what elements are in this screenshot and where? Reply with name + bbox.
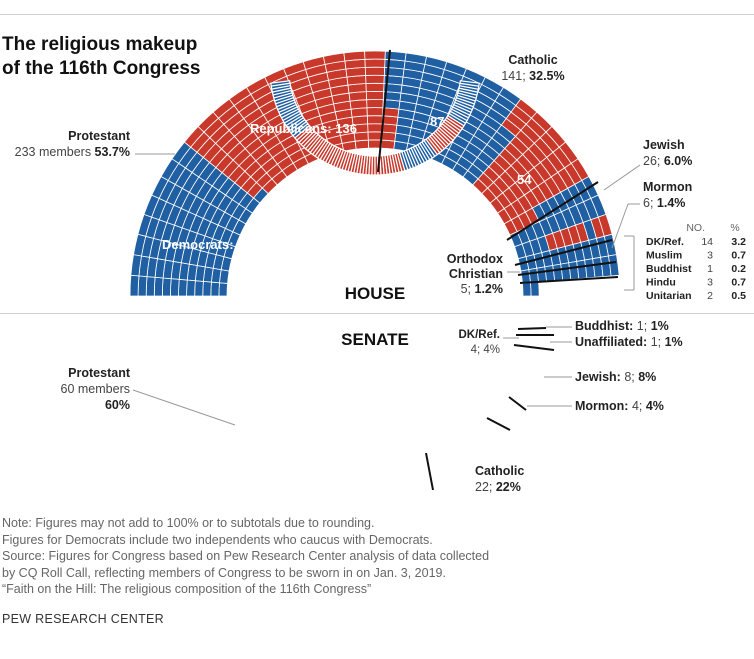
house-waffle bbox=[129, 50, 620, 297]
house-catholic-republicans-label: 54 bbox=[517, 172, 532, 187]
senate-mormon-label: Mormon: 4; 4% bbox=[575, 399, 664, 413]
title-line-1: The religious makeup bbox=[2, 34, 198, 55]
house-mormon-leader bbox=[611, 203, 629, 249]
table-row-pct: 0.7 bbox=[731, 250, 746, 262]
top-rule bbox=[0, 14, 754, 15]
house-seat bbox=[608, 254, 620, 277]
table-row-pct: 0.5 bbox=[731, 290, 746, 302]
house-orthodox-label: Orthodox Christian 5; 1.2% bbox=[447, 252, 503, 296]
table-row-name: Hindu bbox=[646, 277, 676, 289]
house-mormon-orthodox-divider bbox=[517, 261, 617, 276]
senate-chamber-label: SENATE bbox=[341, 330, 409, 349]
house-seat bbox=[366, 99, 384, 109]
table-row-no: 14 bbox=[701, 236, 713, 248]
house-chamber-label: HOUSE bbox=[345, 284, 405, 303]
note-line: Note: Figures may not add to 100% or to … bbox=[2, 516, 375, 530]
chart-notes: Note: Figures may not add to 100% or to … bbox=[2, 515, 702, 598]
house-seat bbox=[194, 280, 204, 297]
house-seat bbox=[381, 131, 397, 142]
table-row-pct: 0.2 bbox=[731, 263, 746, 275]
house-seat bbox=[202, 280, 212, 297]
house-jewish-mormon-divider bbox=[514, 239, 613, 266]
house-jewish-leader bbox=[603, 164, 641, 191]
table-header-no: NO. bbox=[686, 222, 705, 234]
house-seat bbox=[186, 279, 196, 297]
table-row-name: Muslim bbox=[646, 250, 682, 262]
senate-protestant-democrats-label: 20 bbox=[230, 366, 244, 381]
house-seat bbox=[137, 275, 148, 297]
note-line: Figures for Democrats include two indepe… bbox=[2, 532, 433, 547]
senate-protestant-catholic-divider bbox=[425, 452, 434, 491]
chamber-divider bbox=[0, 313, 754, 314]
house-seat bbox=[522, 282, 532, 297]
senate-seat bbox=[459, 80, 480, 87]
senate-protestant-republicans-label: 40 bbox=[319, 458, 333, 473]
senate-catholic-mormon-divider bbox=[486, 417, 511, 431]
note-line: by CQ Roll Call, reflecting members of C… bbox=[2, 565, 446, 580]
house-seat bbox=[381, 123, 398, 134]
house-republicans-protestant-label: Republicans: 136 bbox=[250, 121, 357, 136]
senate-buddhist-label: Buddhist: 1; 1% bbox=[575, 319, 669, 333]
table-row-name: DK/Ref. bbox=[646, 236, 684, 248]
note-line: “Faith on the Hill: The religious compos… bbox=[2, 582, 372, 597]
house-seat bbox=[153, 276, 164, 297]
chart-title: The religious makeup of the 116th Congre… bbox=[2, 33, 242, 81]
senate-protestant-leader bbox=[132, 389, 236, 426]
house-seat bbox=[364, 50, 386, 60]
house-seat bbox=[161, 277, 172, 297]
house-seat bbox=[366, 115, 384, 125]
table-row-pct: 0.7 bbox=[731, 277, 746, 289]
senate-catholic-democrats-label: 12 bbox=[448, 449, 462, 464]
house-seat bbox=[364, 66, 386, 76]
table-row-pct: 3.2 bbox=[731, 236, 746, 248]
senate-dkref-label: DK/Ref. 4; 4% bbox=[458, 329, 500, 356]
senate-catholic-label: Catholic 22; 22% bbox=[475, 464, 524, 494]
house-seat bbox=[343, 50, 366, 62]
house-catholic-jewish-divider bbox=[506, 181, 599, 241]
table-row-name: Buddhist bbox=[646, 263, 692, 275]
house-seat bbox=[365, 82, 385, 93]
house-seat bbox=[210, 281, 220, 297]
house-mormon-label: Mormon 6; 1.4% bbox=[643, 180, 692, 210]
house-seat bbox=[129, 274, 140, 297]
house-jewish-label: Jewish 26; 6.0% bbox=[643, 138, 692, 168]
senate-protestant-label: Protestant 60 members 60% bbox=[61, 366, 131, 412]
senate-jewish-unaffiliated-divider bbox=[513, 344, 555, 351]
senate-jewish-label: Jewish: 8; 8% bbox=[575, 370, 656, 384]
house-seat bbox=[365, 74, 385, 84]
house-seat bbox=[367, 131, 383, 141]
house-seat bbox=[145, 276, 156, 297]
house-catholic-democrats-label: 87 bbox=[430, 114, 444, 129]
brand-label: PEW RESEARCH CENTER bbox=[2, 612, 164, 626]
senate-unaffiliated-label: Unaffiliated: 1; 1% bbox=[575, 335, 683, 349]
house-seat bbox=[178, 278, 188, 297]
table-row-no: 3 bbox=[707, 250, 713, 262]
house-protestant-label: Protestant 233 members 53.7% bbox=[15, 129, 131, 159]
title-line-2: of the 116th Congress bbox=[2, 58, 201, 79]
congress-religion-chart: Democrats: 97 Republicans: 136 87 54 HOUSE Pr… bbox=[15, 49, 746, 494]
table-row-no: 3 bbox=[707, 277, 713, 289]
house-democrats-protestant-label: Democrats: 97 bbox=[162, 237, 252, 252]
house-seat bbox=[366, 107, 384, 117]
note-line: Source: Figures for Congress based on Pe… bbox=[2, 549, 490, 564]
house-seat bbox=[367, 123, 383, 133]
senate-buddhist-dkref-divider bbox=[517, 327, 547, 330]
house-seat bbox=[365, 91, 385, 101]
house-catholic-label: Catholic 141; 32.5% bbox=[501, 53, 564, 83]
house-seat bbox=[170, 278, 180, 297]
house-orthodox-other-divider bbox=[519, 276, 619, 284]
house-seat bbox=[364, 58, 386, 68]
senate-mormon-jewish-divider bbox=[508, 396, 527, 411]
house-protestant-catholic-divider bbox=[377, 49, 391, 173]
table-row-no: 1 bbox=[707, 263, 713, 275]
house-seat bbox=[380, 139, 396, 150]
senate-waffle bbox=[270, 80, 480, 176]
table-header-pct: % bbox=[730, 222, 739, 234]
chart-annotations: Democrats: 97 Republicans: 136 87 54 HOUSE Pr… bbox=[15, 49, 746, 494]
table-row-name: Unitarian bbox=[646, 290, 692, 302]
table-row-no: 2 bbox=[707, 290, 713, 302]
house-seat bbox=[218, 282, 228, 297]
house-seat bbox=[354, 139, 370, 150]
house-seat bbox=[530, 281, 540, 297]
